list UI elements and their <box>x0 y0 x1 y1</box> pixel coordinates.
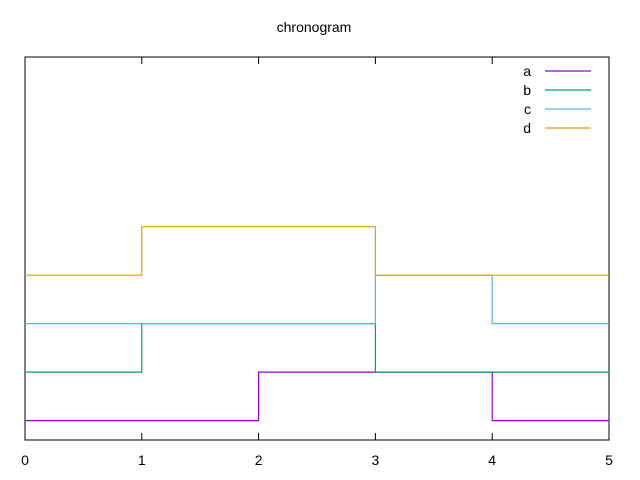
x-tick-label: 5 <box>605 452 613 468</box>
legend-label-a: a <box>523 63 531 79</box>
series-a-line <box>25 371 609 422</box>
x-tick-label: 2 <box>255 452 263 468</box>
legend-label-d: d <box>523 120 531 136</box>
legend-label-b: b <box>523 82 531 98</box>
plot-frame <box>24 56 610 441</box>
x-tick-label: 1 <box>138 452 146 468</box>
x-tick-label: 0 <box>21 452 29 468</box>
legend-label-c: c <box>524 101 531 117</box>
x-tick-label: 3 <box>372 452 380 468</box>
series-group <box>25 226 609 422</box>
series-c-line <box>25 274 609 325</box>
x-tick-label: 4 <box>488 452 496 468</box>
series-d-line <box>25 226 609 276</box>
series-b-line <box>25 323 609 373</box>
x-axis: 0 1 2 3 4 5 <box>21 57 613 468</box>
chart-title: chronogram <box>277 19 352 35</box>
